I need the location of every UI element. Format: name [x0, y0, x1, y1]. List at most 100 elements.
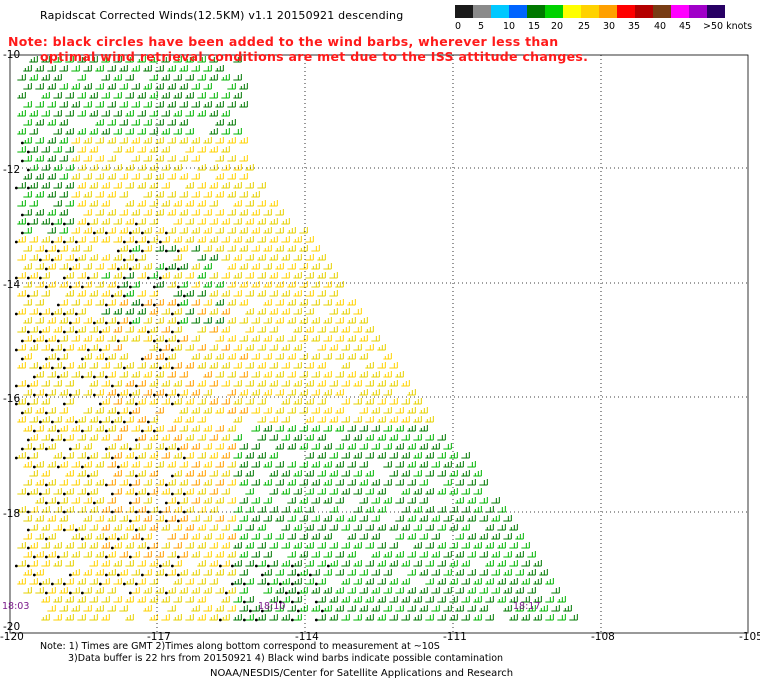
- wind-barb: [59, 587, 68, 594]
- wind-barb: [197, 470, 206, 477]
- wind-barb: [182, 506, 194, 514]
- longitude-tick-label: -111: [443, 631, 467, 643]
- wind-barb: [209, 182, 218, 189]
- wind-barb: [515, 605, 524, 612]
- wind-barb: [101, 380, 110, 387]
- wind-barb: [293, 308, 302, 315]
- wind-barb: [167, 299, 176, 306]
- wind-barb: [227, 407, 236, 414]
- wind-barb: [125, 542, 134, 549]
- wind-barb: [35, 245, 44, 252]
- wind-barb: [176, 263, 188, 271]
- wind-barb: [191, 173, 200, 180]
- wind-barb: [419, 497, 428, 504]
- legend-swatch: [671, 5, 689, 18]
- wind-barb: [317, 488, 326, 495]
- wind-barb: [17, 542, 26, 549]
- wind-barb: [233, 398, 242, 405]
- wind-barb: [170, 488, 182, 496]
- wind-barb: [131, 209, 140, 216]
- wind-barb: [389, 380, 398, 387]
- wind-barb: [365, 344, 374, 351]
- wind-barb: [245, 236, 254, 243]
- wind-barb: [203, 389, 212, 396]
- wind-barb: [167, 533, 176, 540]
- wind-barb: [23, 515, 32, 522]
- wind-barb: [53, 524, 62, 531]
- wind-barb: [149, 146, 158, 153]
- wind-barb: [323, 281, 332, 288]
- wind-barb: [71, 245, 80, 252]
- wind-barb: [35, 497, 44, 504]
- wind-barb: [134, 470, 146, 478]
- wind-barb: [311, 479, 320, 486]
- wind-barb: [182, 290, 194, 298]
- wind-barb: [335, 479, 344, 486]
- wind-barb: [269, 290, 278, 297]
- wind-barb: [119, 119, 128, 126]
- wind-barb: [197, 614, 206, 621]
- wind-barb: [329, 290, 338, 297]
- wind-barb: [116, 317, 128, 325]
- wind-barb: [329, 506, 338, 513]
- wind-barb: [557, 614, 566, 621]
- wind-barb: [62, 434, 74, 442]
- wind-barb: [545, 614, 554, 621]
- wind-barb: [359, 461, 368, 468]
- wind-barb: [221, 254, 230, 261]
- wind-barb: [17, 218, 26, 225]
- wind-barb: [353, 560, 362, 567]
- wind-barb: [233, 128, 242, 135]
- wind-barb: [179, 101, 188, 108]
- wind-barb: [221, 362, 230, 369]
- wind-barb: [62, 488, 74, 496]
- wind-barb: [35, 191, 44, 198]
- wind-barb: [239, 263, 248, 270]
- wind-barb: [293, 542, 302, 549]
- wind-barb: [44, 497, 56, 505]
- wind-barb: [89, 560, 98, 567]
- wind-barb: [269, 470, 278, 477]
- wind-barb: [179, 65, 188, 72]
- wind-barb: [230, 560, 242, 568]
- wind-barb: [53, 200, 62, 207]
- wind-barb: [185, 200, 194, 207]
- wind-barb: [275, 227, 284, 234]
- wind-barb: [371, 371, 380, 378]
- wind-barb: [455, 587, 464, 594]
- wind-barb: [257, 272, 266, 279]
- wind-barb: [359, 443, 368, 450]
- wind-barb: [359, 533, 368, 540]
- wind-barb: [32, 371, 44, 379]
- wind-barb: [191, 443, 200, 450]
- wind-barb: [395, 587, 404, 594]
- wind-barb: [35, 515, 44, 522]
- wind-barb: [107, 65, 116, 72]
- wind-barb: [92, 371, 104, 379]
- wind-barb: [131, 119, 140, 126]
- wind-barb: [389, 524, 398, 531]
- wind-barb: [77, 164, 86, 171]
- wind-barb: [197, 236, 206, 243]
- latitude-tick-label: -16: [3, 393, 20, 405]
- wind-barb: [227, 443, 236, 450]
- wind-barb: [497, 542, 506, 549]
- wind-barb: [83, 299, 92, 306]
- wind-barb: [257, 362, 266, 369]
- wind-barb: [323, 497, 332, 504]
- wind-barb: [263, 227, 272, 234]
- wind-barb: [122, 272, 134, 280]
- wind-barb: [128, 515, 140, 523]
- wind-barb: [227, 605, 236, 612]
- wind-barb: [203, 605, 212, 612]
- wind-barb: [185, 416, 194, 423]
- wind-barb: [101, 92, 110, 99]
- wind-barb: [257, 344, 266, 351]
- wind-barb: [119, 209, 128, 216]
- wind-barb: [173, 614, 182, 621]
- wind-barb: [287, 407, 296, 414]
- wind-barb: [167, 551, 176, 558]
- wind-barb: [461, 452, 470, 459]
- wind-barb: [287, 443, 296, 450]
